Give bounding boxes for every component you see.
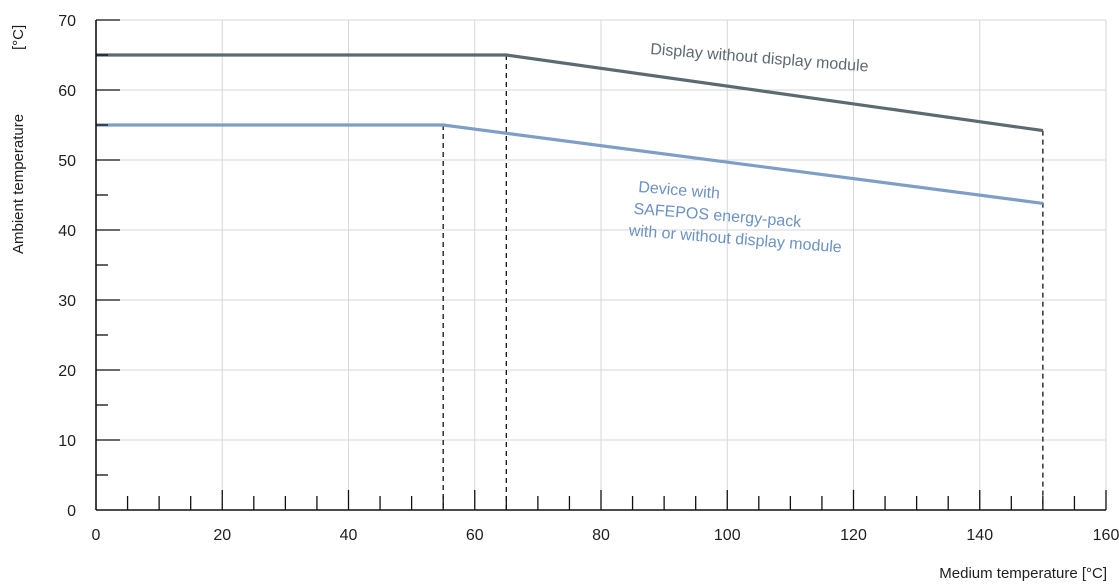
- annotation-line: with or without display module: [627, 222, 842, 256]
- x-tick-label: 20: [213, 527, 231, 544]
- series-lines: [96, 53, 1044, 205]
- x-tick-label: 60: [466, 527, 484, 544]
- series-line: [96, 123, 1044, 205]
- x-tick-label: 120: [840, 527, 867, 544]
- y-tick-label: 30: [58, 293, 76, 310]
- series-annotation-energy-pack: Device with SAFEPOS energy-pack with or …: [627, 179, 842, 256]
- y-tick-label: 40: [58, 223, 76, 240]
- annotation-line: Display without display module: [650, 41, 870, 75]
- y-tick-label: 60: [58, 83, 76, 100]
- x-tick-label: 40: [340, 527, 358, 544]
- axes: [95, 19, 1107, 511]
- y-axis-unit: [°C]: [10, 25, 27, 50]
- x-tick-label: 100: [714, 527, 741, 544]
- x-tick-label: 140: [966, 527, 993, 544]
- y-axis-title: Ambient temperature: [10, 114, 27, 254]
- y-tick-label: 20: [58, 363, 76, 380]
- series-annotation-display-without-module: Display without display module: [650, 41, 870, 75]
- grid: [96, 19, 1107, 510]
- annotation-line: Device with: [638, 179, 721, 203]
- x-tick-label: 80: [592, 527, 610, 544]
- series-line: [96, 53, 1044, 133]
- y-tick-label: 50: [58, 153, 76, 170]
- x-tick-label: 160: [1093, 527, 1119, 544]
- y-tick-label: 0: [67, 503, 76, 520]
- y-tick-label: 70: [58, 13, 76, 30]
- x-axis-title: Medium temperature [°C]: [939, 565, 1107, 582]
- tick-labels: 0 20 40 60 80 100 120 140 160 0 10 20 30 40 50 60 70: [58, 13, 1119, 544]
- y-tick-label: 10: [58, 433, 76, 450]
- dashed-reference-lines: [442, 55, 1044, 510]
- x-tick-label: 0: [92, 527, 101, 544]
